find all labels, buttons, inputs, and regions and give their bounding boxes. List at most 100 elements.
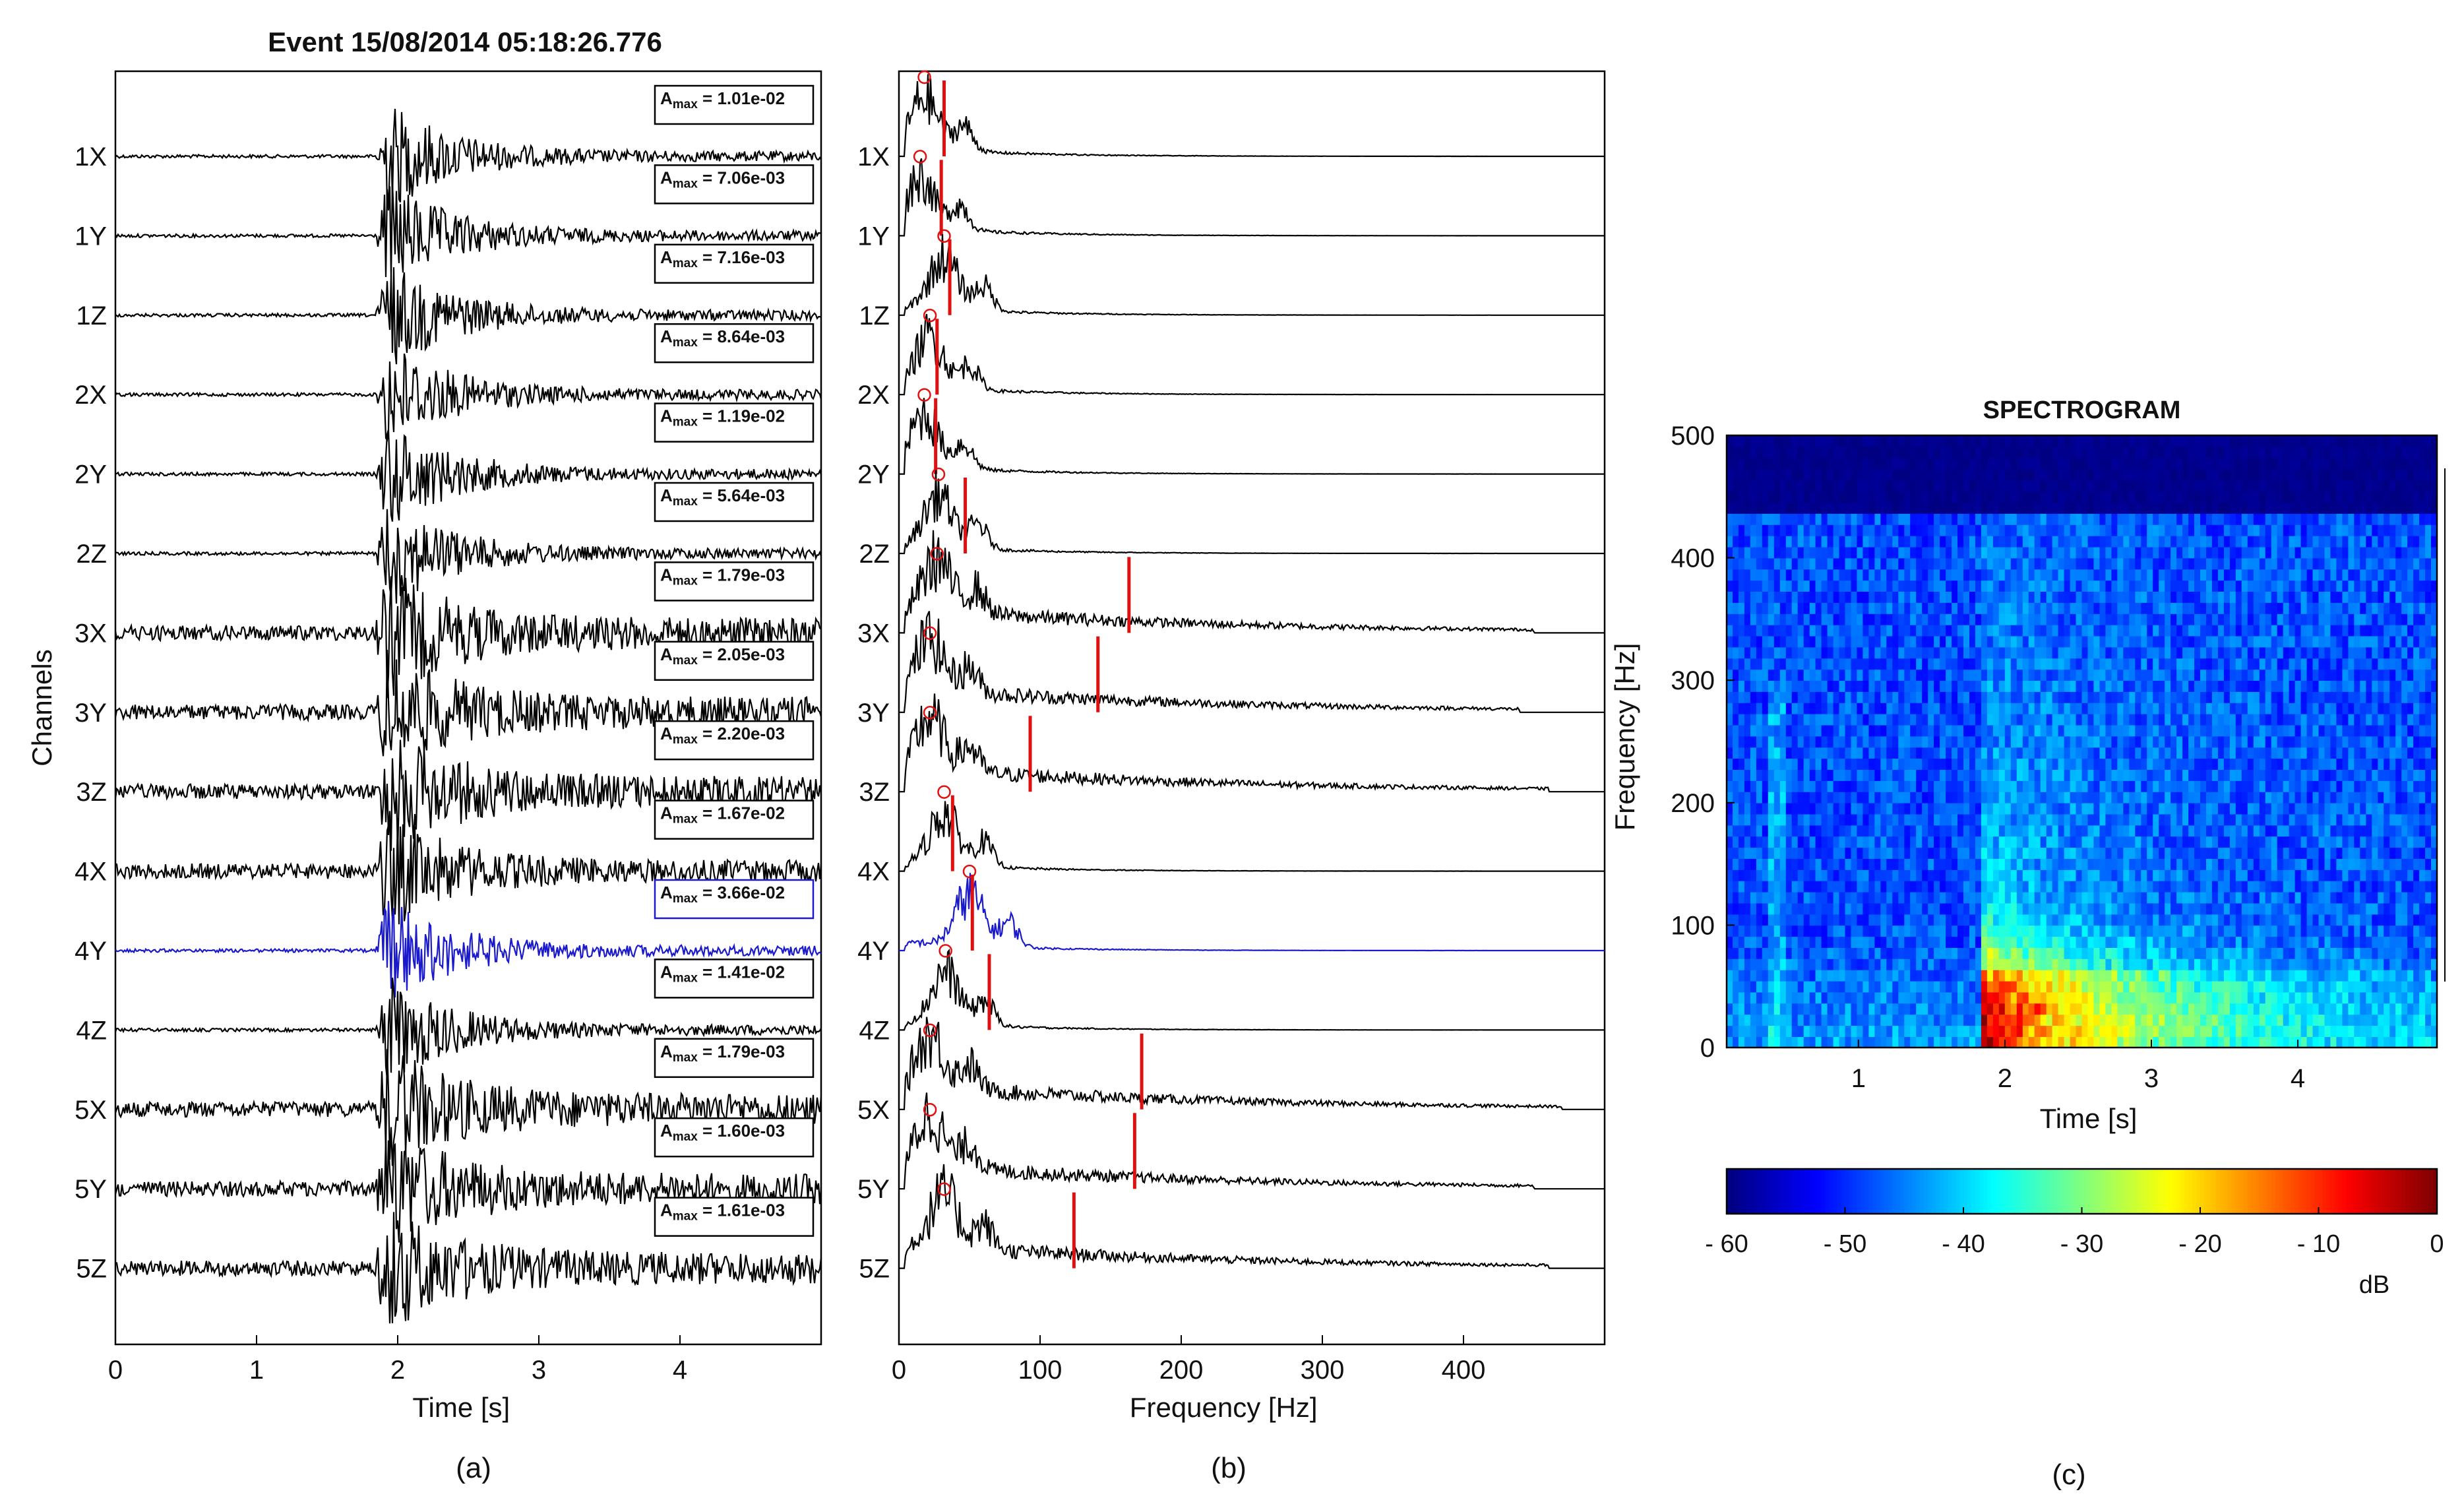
spectrogram-cell xyxy=(1868,880,1876,893)
spectrogram-cell xyxy=(2153,658,2159,670)
spectrogram-cell xyxy=(1797,880,1804,893)
spectrogram-cell xyxy=(2105,591,2112,603)
spectrogram-cell xyxy=(2058,847,2065,859)
spectrogram-cell xyxy=(2105,958,2112,970)
spectrogram-cell xyxy=(1738,936,1745,948)
spectrogram-cell xyxy=(1762,724,1769,737)
spectrogram-cell xyxy=(1975,825,1982,837)
spectrogram-cell xyxy=(1744,480,1751,492)
spectrogram-cell xyxy=(1975,980,1982,993)
spectrogram-cell xyxy=(2194,591,2201,603)
spectrogram-cell xyxy=(2052,758,2059,770)
spectrogram-cell xyxy=(1987,624,1994,637)
spectrogram-cell xyxy=(1738,836,1745,848)
spectrogram-cell xyxy=(2135,457,2142,470)
spectrogram-cell xyxy=(1809,847,1816,859)
spectrogram-cell xyxy=(1952,724,1958,737)
spectrogram-cell xyxy=(2147,991,2153,1004)
x-tick-label: 200 xyxy=(1159,1356,1204,1385)
spectrogram-cell xyxy=(1750,580,1757,592)
spectrogram-cell xyxy=(1916,524,1923,536)
spectrogram-cell xyxy=(2058,713,2065,726)
spectrogram-cell xyxy=(1892,847,1899,859)
spectrogram-cell xyxy=(1791,602,1799,614)
spectrogram-cell xyxy=(2235,825,2242,837)
spectrogram-cell xyxy=(2093,847,2101,859)
spectrogram-cell xyxy=(2135,980,2142,993)
amax-box-1z xyxy=(654,243,815,284)
spectrogram-cell xyxy=(2194,1025,2201,1037)
spectrogram-cell xyxy=(1750,813,1757,826)
spectrogram-cell xyxy=(1886,613,1894,625)
spectrogram-cell xyxy=(2200,435,2207,447)
spectrogram-cell xyxy=(2070,535,2077,548)
spectrogram-cell xyxy=(1733,513,1739,525)
spectrogram-cell xyxy=(1821,747,1828,759)
spectrogram-cell xyxy=(2165,1036,2171,1048)
spectrogram-cell xyxy=(2171,914,2177,926)
spectrogram-cell xyxy=(1851,891,1858,904)
spectrogram-cell xyxy=(2171,702,2177,714)
spectrogram-cell xyxy=(2176,813,2183,826)
spectrogram-cell xyxy=(1892,780,1899,792)
spectrogram-cell xyxy=(1779,991,1787,1004)
spectrogram-cell xyxy=(1975,780,1982,792)
spectrogram-cell xyxy=(1750,713,1757,726)
spectrogram-cell xyxy=(2159,958,2165,970)
spectrogram-cell xyxy=(1768,1003,1775,1015)
spectrogram-cell xyxy=(1886,569,1894,581)
spectrogram-cell xyxy=(2064,658,2071,670)
spectrogram-cell xyxy=(2052,580,2059,592)
spectrogram-cell xyxy=(1928,691,1934,703)
spectrogram-cell xyxy=(1809,624,1816,637)
spectrogram-cell xyxy=(2135,680,2142,692)
spectrogram-cell xyxy=(2052,557,2059,570)
event-title: Event 15/08/2014 05:18:26.776 xyxy=(268,26,662,57)
spectrogram-cell xyxy=(1827,758,1834,770)
spectrogram-cell xyxy=(1969,758,1976,770)
spectrogram-cell xyxy=(1791,858,1799,870)
spectrogram-cell xyxy=(2105,635,2112,648)
spectrogram-cell xyxy=(1851,1014,1858,1026)
spectrogram-cell xyxy=(2064,669,2071,681)
spectrogram-cell xyxy=(1744,557,1751,570)
spectrogram-cell xyxy=(1851,947,1858,959)
spectrogram-cell xyxy=(1934,758,1940,770)
spectrogram-cell xyxy=(2206,680,2213,692)
spectrogram-cell xyxy=(1733,947,1739,959)
spectrogram-cell xyxy=(2064,457,2071,470)
spectrogram-cell xyxy=(2076,947,2083,959)
spectrogram-cell xyxy=(2229,457,2236,470)
spectrogram-cell xyxy=(1738,702,1745,714)
spectrogram-cell xyxy=(2093,836,2101,848)
spectrogram-cell xyxy=(1863,535,1870,548)
spectrogram-cell xyxy=(2211,858,2219,870)
spectrogram-cell xyxy=(1874,491,1882,503)
amax-label-1y: Amax = 7.06e-03 xyxy=(660,168,785,191)
spectrogram-cell xyxy=(2129,1036,2136,1048)
spectrogram-cell xyxy=(1969,691,1976,703)
spectrogram-cell xyxy=(2223,1025,2231,1037)
spectrogram-cell xyxy=(1821,980,1828,993)
spectrogram-cell xyxy=(2040,602,2047,614)
spectrogram-cell xyxy=(1963,702,1970,714)
spectrogram-cell xyxy=(1750,791,1757,803)
spectrogram-cell xyxy=(2105,702,2112,714)
spectrogram-cell xyxy=(2176,602,2183,614)
spectrogram-cell xyxy=(1791,1025,1799,1037)
spectrogram-cell xyxy=(2241,613,2248,625)
spectrogram-cell xyxy=(1839,936,1846,948)
spectrogram-cell xyxy=(2016,1025,2023,1037)
spectrogram-cell xyxy=(2188,646,2195,659)
spectrogram-cell xyxy=(1744,491,1751,503)
spectrogram-cell xyxy=(2117,980,2124,993)
spectrogram-cell xyxy=(2099,646,2107,659)
spectrogram-cell xyxy=(2211,658,2219,670)
spectrogram-cell xyxy=(2206,535,2213,548)
spectrogram-cell xyxy=(1857,502,1864,514)
spectrogram-cell xyxy=(2052,769,2059,781)
spectrogram-cell xyxy=(2117,635,2124,648)
spectrogram-cell xyxy=(1863,958,1870,970)
spectrogram-cell xyxy=(2034,602,2041,614)
spectrogram-cell xyxy=(2171,646,2177,659)
